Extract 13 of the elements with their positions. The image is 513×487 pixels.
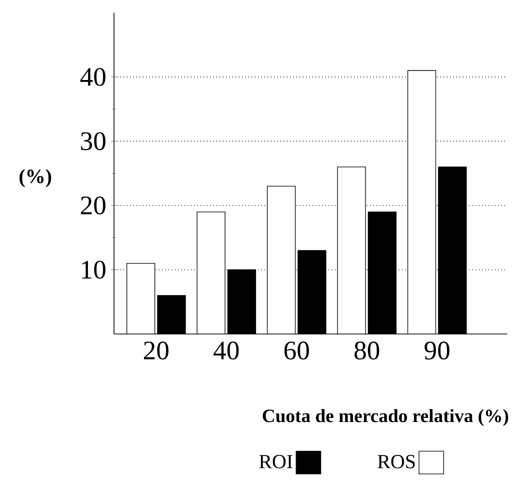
legend-label: ROS bbox=[378, 454, 415, 468]
x-tick-label: 90 bbox=[424, 342, 450, 360]
y-tick-label: 40 bbox=[80, 68, 106, 86]
y-axis-title: (%) bbox=[20, 169, 52, 188]
y-tick-label: 10 bbox=[82, 260, 106, 279]
x-tick-label: 60 bbox=[284, 342, 309, 360]
y-tick-label: 20 bbox=[80, 196, 106, 214]
x-tick-label: 40 bbox=[214, 342, 239, 360]
x-tick-label: 80 bbox=[354, 342, 380, 360]
x-axis-title: Cuota de mercado relativa (%) bbox=[262, 409, 508, 426]
y-tick-label: 30 bbox=[81, 132, 106, 150]
legend-label: ROI bbox=[259, 454, 292, 468]
x-tick-label: 20 bbox=[144, 342, 168, 360]
